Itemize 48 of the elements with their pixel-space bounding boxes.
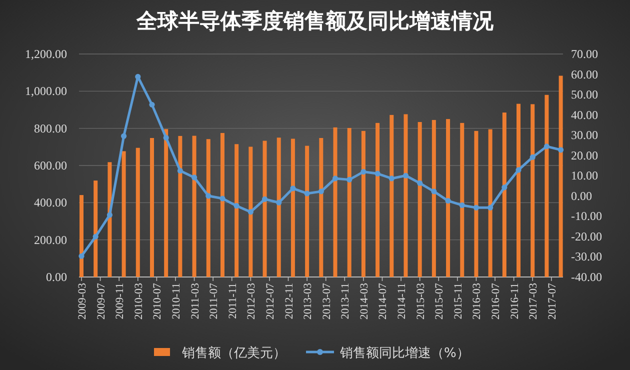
x-tick-label: 2009-07 <box>95 282 108 320</box>
x-tick-label: 2013-11 <box>340 283 352 320</box>
x-tick-label: 2016-03 <box>471 282 484 320</box>
y2-tick-label: 10.00 <box>571 168 598 183</box>
chart-title: 全球半导体季度销售额及同比增速情况 <box>136 9 494 33</box>
x-tick-label: 2012-11 <box>283 283 296 320</box>
y-tick-label: 1,200.00 <box>25 47 67 61</box>
x-tick-label: 2013-03 <box>302 282 314 320</box>
x-tick-label: 2010-11 <box>170 283 182 320</box>
x-tick-label: 2014-07 <box>377 282 390 320</box>
x-tick-label: 2011-07 <box>208 282 220 320</box>
y2-tick-label: 0.00 <box>571 188 592 203</box>
y-tick-label: 600.00 <box>34 158 67 172</box>
x-tick-label: 2015-11 <box>452 283 464 320</box>
x-tick-label: 2016-07 <box>490 282 502 320</box>
x-tick-label: 2012-03 <box>246 282 258 320</box>
y2-tick-label: 20.00 <box>571 148 598 162</box>
y2-tick-label: -30.00 <box>571 250 602 264</box>
x-tick-label: 2009-03 <box>76 282 89 320</box>
y2-tick-label: -10.00 <box>571 209 602 224</box>
y2-tick-label: 40.00 <box>571 108 598 122</box>
x-tick-label: 2010-03 <box>132 282 145 320</box>
x-tick-label: 2012-07 <box>264 282 276 320</box>
y2-tick-label: -40.00 <box>571 270 602 284</box>
x-tick-label: 2017-03 <box>528 282 540 320</box>
y-tick-label: 400.00 <box>34 196 67 210</box>
y2-tick-label: 30.00 <box>571 128 598 142</box>
x-tick-label: 2011-03 <box>189 282 202 320</box>
y2-tick-label: -20.00 <box>571 229 602 244</box>
legend-label: 销售额（亿美元） <box>181 345 286 361</box>
x-tick-label: 2014-03 <box>358 282 370 320</box>
y2-tick-label: 70.00 <box>571 47 598 61</box>
y-tick-label: 200.00 <box>34 232 67 247</box>
x-tick-label: 2015-03 <box>414 282 427 320</box>
y-tick-label: 800.00 <box>34 121 67 136</box>
y2-tick-label: 60.00 <box>571 67 598 82</box>
x-tick-label: 2013-07 <box>320 282 333 320</box>
x-tick-label: 2014-11 <box>396 283 408 320</box>
x-tick-label: 2016-11 <box>508 283 521 320</box>
x-tick-label: 2017-07 <box>546 282 558 320</box>
x-tick-label: 2015-07 <box>434 282 446 320</box>
y2-tick-label: 50.00 <box>571 88 598 102</box>
x-tick-label: 2009-11 <box>114 283 126 320</box>
legend-label: 销售额同比增速（%） <box>339 346 470 361</box>
y-tick-label: 0.00 <box>46 270 67 284</box>
x-tick-label: 2011-11 <box>226 283 239 319</box>
y-tick-label: 1,000.00 <box>25 84 67 98</box>
x-tick-label: 2010-07 <box>152 282 164 320</box>
